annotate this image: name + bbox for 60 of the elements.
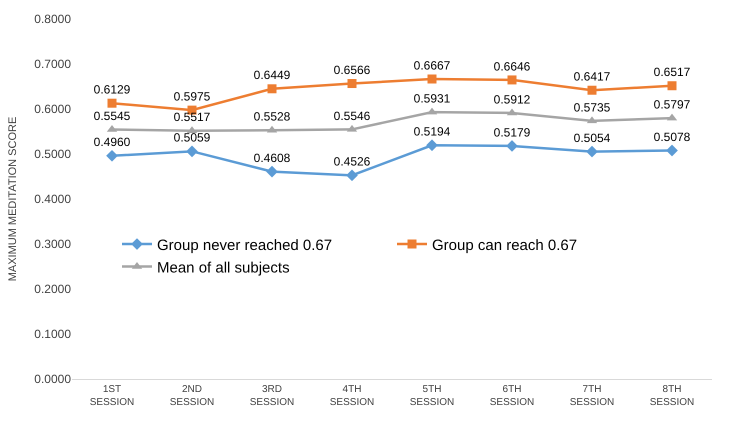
legend-label: Group can reach 0.67 <box>432 236 578 254</box>
point <box>346 169 358 182</box>
x-tick-label: 7TH SESSION <box>570 384 614 408</box>
point <box>348 79 356 88</box>
point <box>668 81 676 90</box>
data-label: 0.6449 <box>254 68 291 82</box>
y-tick-label: 0.4000 <box>34 192 72 206</box>
y-tick-label: 0.3000 <box>34 237 72 252</box>
data-label: 0.6566 <box>334 62 371 77</box>
y-tick-label: 0.8000 <box>34 12 72 26</box>
data-label: 0.5078 <box>654 130 691 144</box>
x-tick-label: 8TH SESSION <box>650 384 694 408</box>
data-label: 0.6646 <box>494 59 531 74</box>
legend-label: Mean of all subjects <box>157 259 290 276</box>
point <box>506 140 518 152</box>
y-tick-label: 0.6000 <box>34 102 72 116</box>
data-label: 0.5797 <box>654 98 691 112</box>
x-tick-label: 3RD SESSION <box>250 384 294 408</box>
x-tick-label: 6TH SESSION <box>490 384 534 408</box>
x-tick-label: 5TH SESSION <box>410 384 454 408</box>
data-label: 0.5546 <box>334 108 371 123</box>
data-label: 0.5179 <box>494 125 531 140</box>
y-axis-title: MAXIMUM MEDITATION SCORE <box>6 116 19 282</box>
data-label: 0.5912 <box>494 92 531 106</box>
point <box>508 75 516 84</box>
data-label: 0.5975 <box>174 90 211 104</box>
data-label: 0.6517 <box>654 65 691 80</box>
point <box>426 139 438 152</box>
point <box>586 146 598 158</box>
point <box>108 98 116 108</box>
data-label: 0.5194 <box>414 124 451 139</box>
point <box>666 144 678 156</box>
data-label: 0.5517 <box>174 110 211 124</box>
point <box>588 86 596 95</box>
x-tick-label: 1ST SESSION <box>90 384 134 408</box>
legend-label: Group never reached 0.67 <box>157 236 332 254</box>
x-tick-label: 4TH SESSION <box>330 384 374 408</box>
y-tick-label: 0.0000 <box>34 372 72 386</box>
y-tick-label: 0.2000 <box>34 282 72 296</box>
data-label: 0.4960 <box>94 135 131 150</box>
y-tick-label: 0.5000 <box>34 147 72 162</box>
point <box>266 166 278 178</box>
data-label: 0.6129 <box>94 82 131 97</box>
data-label: 0.5931 <box>414 91 451 106</box>
data-label: 0.5545 <box>94 108 131 123</box>
y-tick-label: 0.1000 <box>34 327 72 342</box>
data-label: 0.4526 <box>334 154 371 169</box>
point <box>106 150 118 162</box>
x-tick-label: 2ND SESSION <box>170 384 214 408</box>
data-label: 0.6417 <box>574 70 611 84</box>
point <box>268 84 276 94</box>
data-label: 0.5054 <box>574 130 611 145</box>
data-label: 0.4608 <box>254 151 291 166</box>
point <box>428 74 436 84</box>
data-label: 0.5528 <box>254 110 291 124</box>
point <box>186 146 198 158</box>
y-tick-label: 0.7000 <box>34 57 72 72</box>
data-label: 0.5059 <box>174 130 211 145</box>
data-label: 0.5735 <box>574 100 611 114</box>
data-label: 0.6667 <box>414 58 451 72</box>
